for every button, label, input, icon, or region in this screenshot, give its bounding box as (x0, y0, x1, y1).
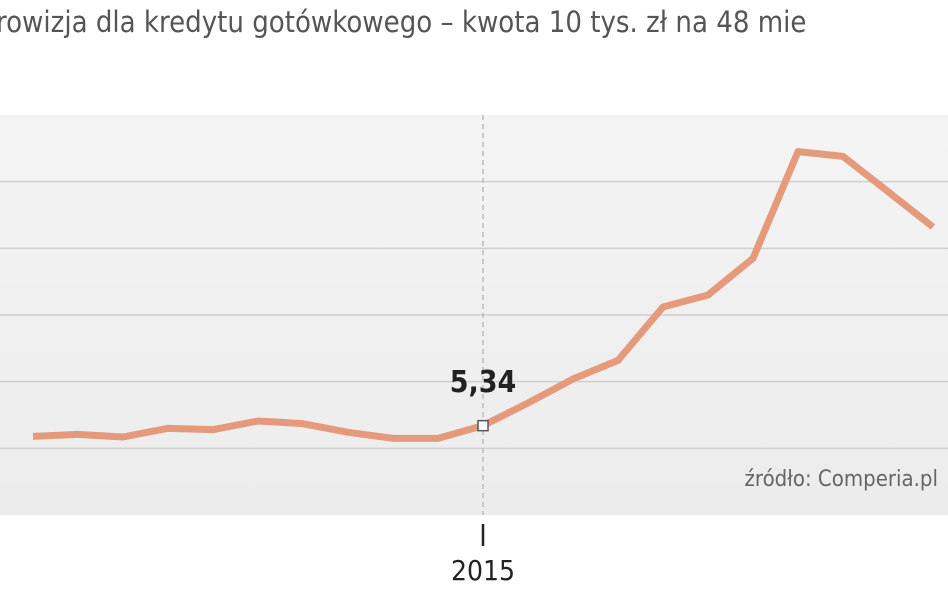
point-marker (477, 419, 489, 432)
chart-title: rowizja dla kredytu gotówkowego – kwota … (0, 5, 806, 39)
data-label: 5,34 (450, 365, 517, 400)
x-tick-label: 2015 (451, 554, 515, 587)
source-note: źródło: Comperia.pl (745, 467, 938, 492)
